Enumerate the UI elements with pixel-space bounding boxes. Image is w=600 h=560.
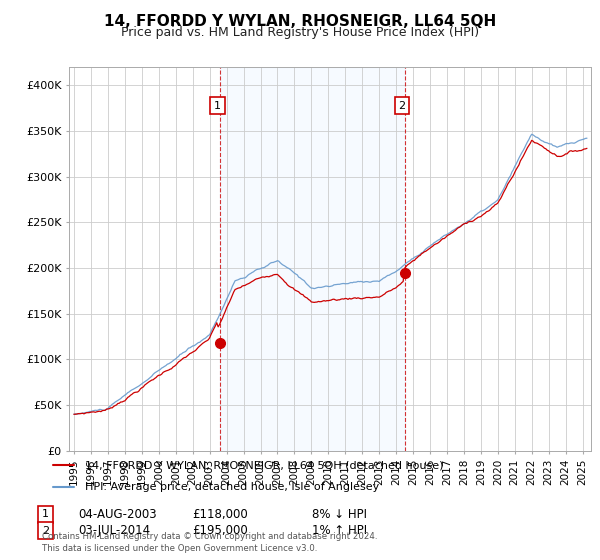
Text: £195,000: £195,000 [192,524,248,538]
Text: £118,000: £118,000 [192,507,248,521]
Text: 8% ↓ HPI: 8% ↓ HPI [312,507,367,521]
Text: 1% ↑ HPI: 1% ↑ HPI [312,524,367,538]
Bar [220,67,404,451]
Text: HPI: Average price, detached house, Isle of Anglesey: HPI: Average price, detached house, Isle… [85,482,379,492]
Text: 04-AUG-2003: 04-AUG-2003 [78,507,157,521]
Text: 1: 1 [42,509,49,519]
Text: Price paid vs. HM Land Registry's House Price Index (HPI): Price paid vs. HM Land Registry's House … [121,26,479,39]
Text: 14, FFORDD Y WYLAN, RHOSNEIGR, LL64 5QH (detached house): 14, FFORDD Y WYLAN, RHOSNEIGR, LL64 5QH … [85,460,444,470]
Text: Contains HM Land Registry data © Crown copyright and database right 2024.
This d: Contains HM Land Registry data © Crown c… [42,532,377,553]
Text: 14, FFORDD Y WYLAN, RHOSNEIGR, LL64 5QH: 14, FFORDD Y WYLAN, RHOSNEIGR, LL64 5QH [104,14,496,29]
Text: 03-JUL-2014: 03-JUL-2014 [78,524,150,538]
Text: 1: 1 [214,101,221,110]
Text: 2: 2 [42,526,49,536]
Text: 2: 2 [398,101,406,110]
